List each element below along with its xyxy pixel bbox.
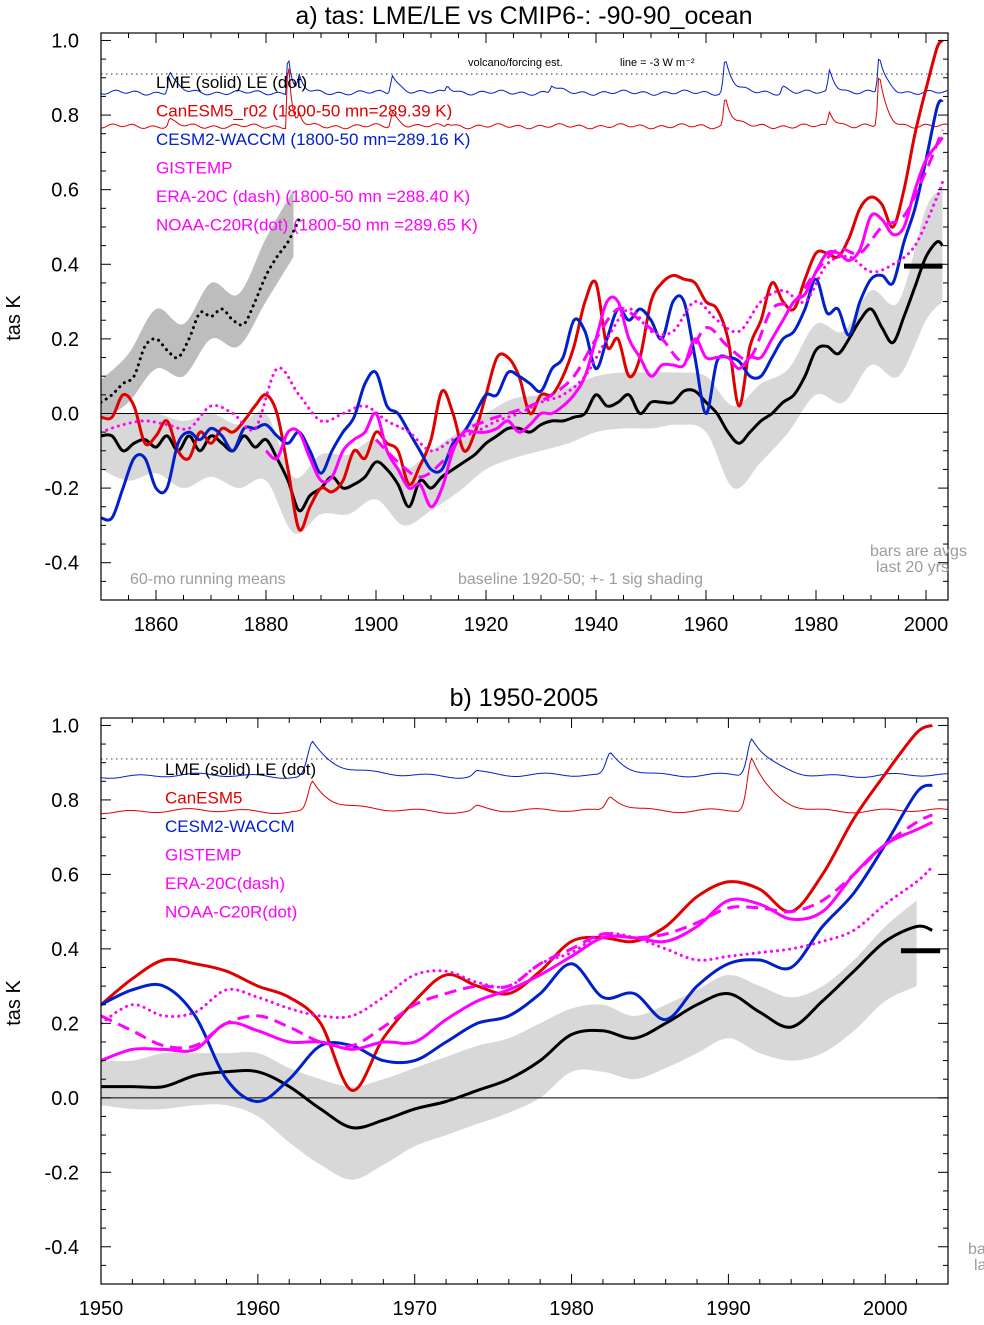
- series-line-noaa-c20r: [101, 865, 934, 1025]
- le-uncertainty-band: [101, 189, 294, 421]
- series-line-gistemp: [101, 820, 933, 1063]
- panel-a: a) tas: LME/LE vs CMIP6-: -90-90_ocean t…: [3, 2, 967, 636]
- legend-entry: ERA-20C (dash) (1800-50 mn =288.40 K): [156, 187, 470, 206]
- x-tick-label: 2000: [904, 614, 949, 636]
- y-tick-label: 0.0: [51, 1088, 79, 1110]
- series-line-cesm2-waccm: [101, 783, 933, 1103]
- plot-clip-group: [101, 723, 948, 1180]
- panel-a-ylabel: tas K: [3, 295, 25, 341]
- panel-b-plot-area: 1950 1960 1970 1980 1990 2000 -0.4 -0.2 0.0 0.2 0.…: [45, 715, 949, 1320]
- y-tick-label: 1.0: [51, 30, 79, 52]
- panel-b-bars-note-line1: ba: [968, 1241, 984, 1258]
- x-tick-label: 1900: [354, 614, 399, 636]
- legend-entry: GISTEMP: [156, 159, 233, 178]
- series-line-lme: [101, 924, 933, 1130]
- x-tick-label: 2000: [863, 1298, 908, 1320]
- series-line-canesm5: [101, 39, 944, 532]
- panel-b-ylabel: tas K: [3, 980, 25, 1026]
- legend-entry: LME (solid) LE (dot): [165, 760, 316, 779]
- panel-a-legend: LME (solid) LE (dot) CanESM5_r02 (1800-50…: [156, 73, 478, 235]
- y-tick-label: -0.4: [45, 1237, 79, 1259]
- legend-entry: CanESM5_r02 (1800-50 mn=289.39 K): [156, 102, 452, 121]
- plot-frame: [100, 717, 949, 1285]
- x-tick-label: 1880: [244, 614, 289, 636]
- panel-b: b) 1950-2005 tas K 1950 1960 1970 1980 1990 2…: [3, 684, 984, 1320]
- y-tick-label: 0.6: [51, 180, 79, 202]
- forcing-line-1: [101, 757, 948, 815]
- legend-entry: LME (solid) LE (dot): [156, 73, 307, 92]
- x-tick-label: 1960: [684, 614, 729, 636]
- forcing-line-0: [101, 58, 948, 96]
- plot-frame: [100, 32, 949, 601]
- x-tick-label: 1940: [574, 614, 619, 636]
- panel-b-bars-note-line2: la: [974, 1257, 984, 1274]
- panel-a-baseline-note: baseline 1920-50; +- 1 sig shading: [458, 571, 703, 588]
- panel-a-plot-area: 1860 1880 1900 1920 1940 1960 1980 2000 -0.4 -0.2…: [45, 30, 949, 636]
- lme-uncertainty-band: [101, 189, 943, 534]
- legend-entry: CanESM5: [165, 789, 242, 808]
- y-tick-label: 0.8: [51, 105, 79, 127]
- series-line-canesm5: [101, 723, 933, 1092]
- forcing-line-0: [101, 738, 948, 779]
- x-tick-label: 1980: [549, 1298, 594, 1320]
- legend-entry: NOAA-C20R(dot) (1800-50 mn =289.65 K): [156, 216, 478, 235]
- y-tick-label: 0.0: [51, 403, 79, 425]
- panel-a-bars-note-line1: bars are avgs: [870, 543, 967, 560]
- y-tick-label: 0.2: [51, 1013, 79, 1035]
- y-tick-label: -0.2: [45, 478, 79, 500]
- series-line-le: [101, 218, 301, 404]
- y-tick-label: 0.6: [51, 864, 79, 886]
- x-tick-label: 1980: [794, 614, 839, 636]
- x-tick-label: 1920: [464, 614, 509, 636]
- panel-a-bars-note-line2: last 20 yrs: [876, 559, 949, 576]
- panel-a-line-note: line = -3 W m⁻²: [620, 57, 695, 69]
- forcing-line-1: [101, 68, 948, 130]
- plot-clip-group: [101, 39, 948, 534]
- y-tick-label: -0.2: [45, 1162, 79, 1184]
- y-tick-label: 0.8: [51, 790, 79, 812]
- panel-a-title: a) tas: LME/LE vs CMIP6-: -90-90_ocean: [295, 2, 752, 30]
- x-tick-label: 1990: [706, 1298, 751, 1320]
- legend-entry: CESM2-WACCM (1800-50 mn=289.16 K): [156, 130, 470, 149]
- panel-a-forcing-note: volcano/forcing est.: [468, 57, 563, 69]
- x-tick-label: 1860: [134, 614, 179, 636]
- y-tick-label: -0.4: [45, 553, 79, 575]
- legend-entry: CESM2-WACCM: [165, 817, 295, 836]
- x-tick-label: 1950: [79, 1298, 124, 1320]
- panel-a-running-mean-note: 60-mo running means: [130, 571, 286, 588]
- series-line-cesm2-waccm: [101, 98, 944, 522]
- x-tick-label: 1960: [236, 1298, 281, 1320]
- y-tick-label: 0.2: [51, 329, 79, 351]
- legend-entry: NOAA-C20R(dot): [165, 903, 297, 922]
- panel-b-legend: LME (solid) LE (dot) CanESM5 CESM2-WACCM GI…: [165, 760, 316, 922]
- panel-b-title: b) 1950-2005: [450, 684, 599, 712]
- series-line-era-20c: [374, 129, 944, 479]
- legend-entry: GISTEMP: [165, 846, 242, 865]
- legend-entry: ERA-20C(dash): [165, 874, 285, 893]
- lme-uncertainty-band: [101, 900, 917, 1180]
- y-tick-label: 0.4: [51, 939, 79, 961]
- y-tick-label: 1.0: [51, 715, 79, 737]
- y-tick-label: 0.4: [51, 254, 79, 276]
- x-tick-label: 1970: [392, 1298, 437, 1320]
